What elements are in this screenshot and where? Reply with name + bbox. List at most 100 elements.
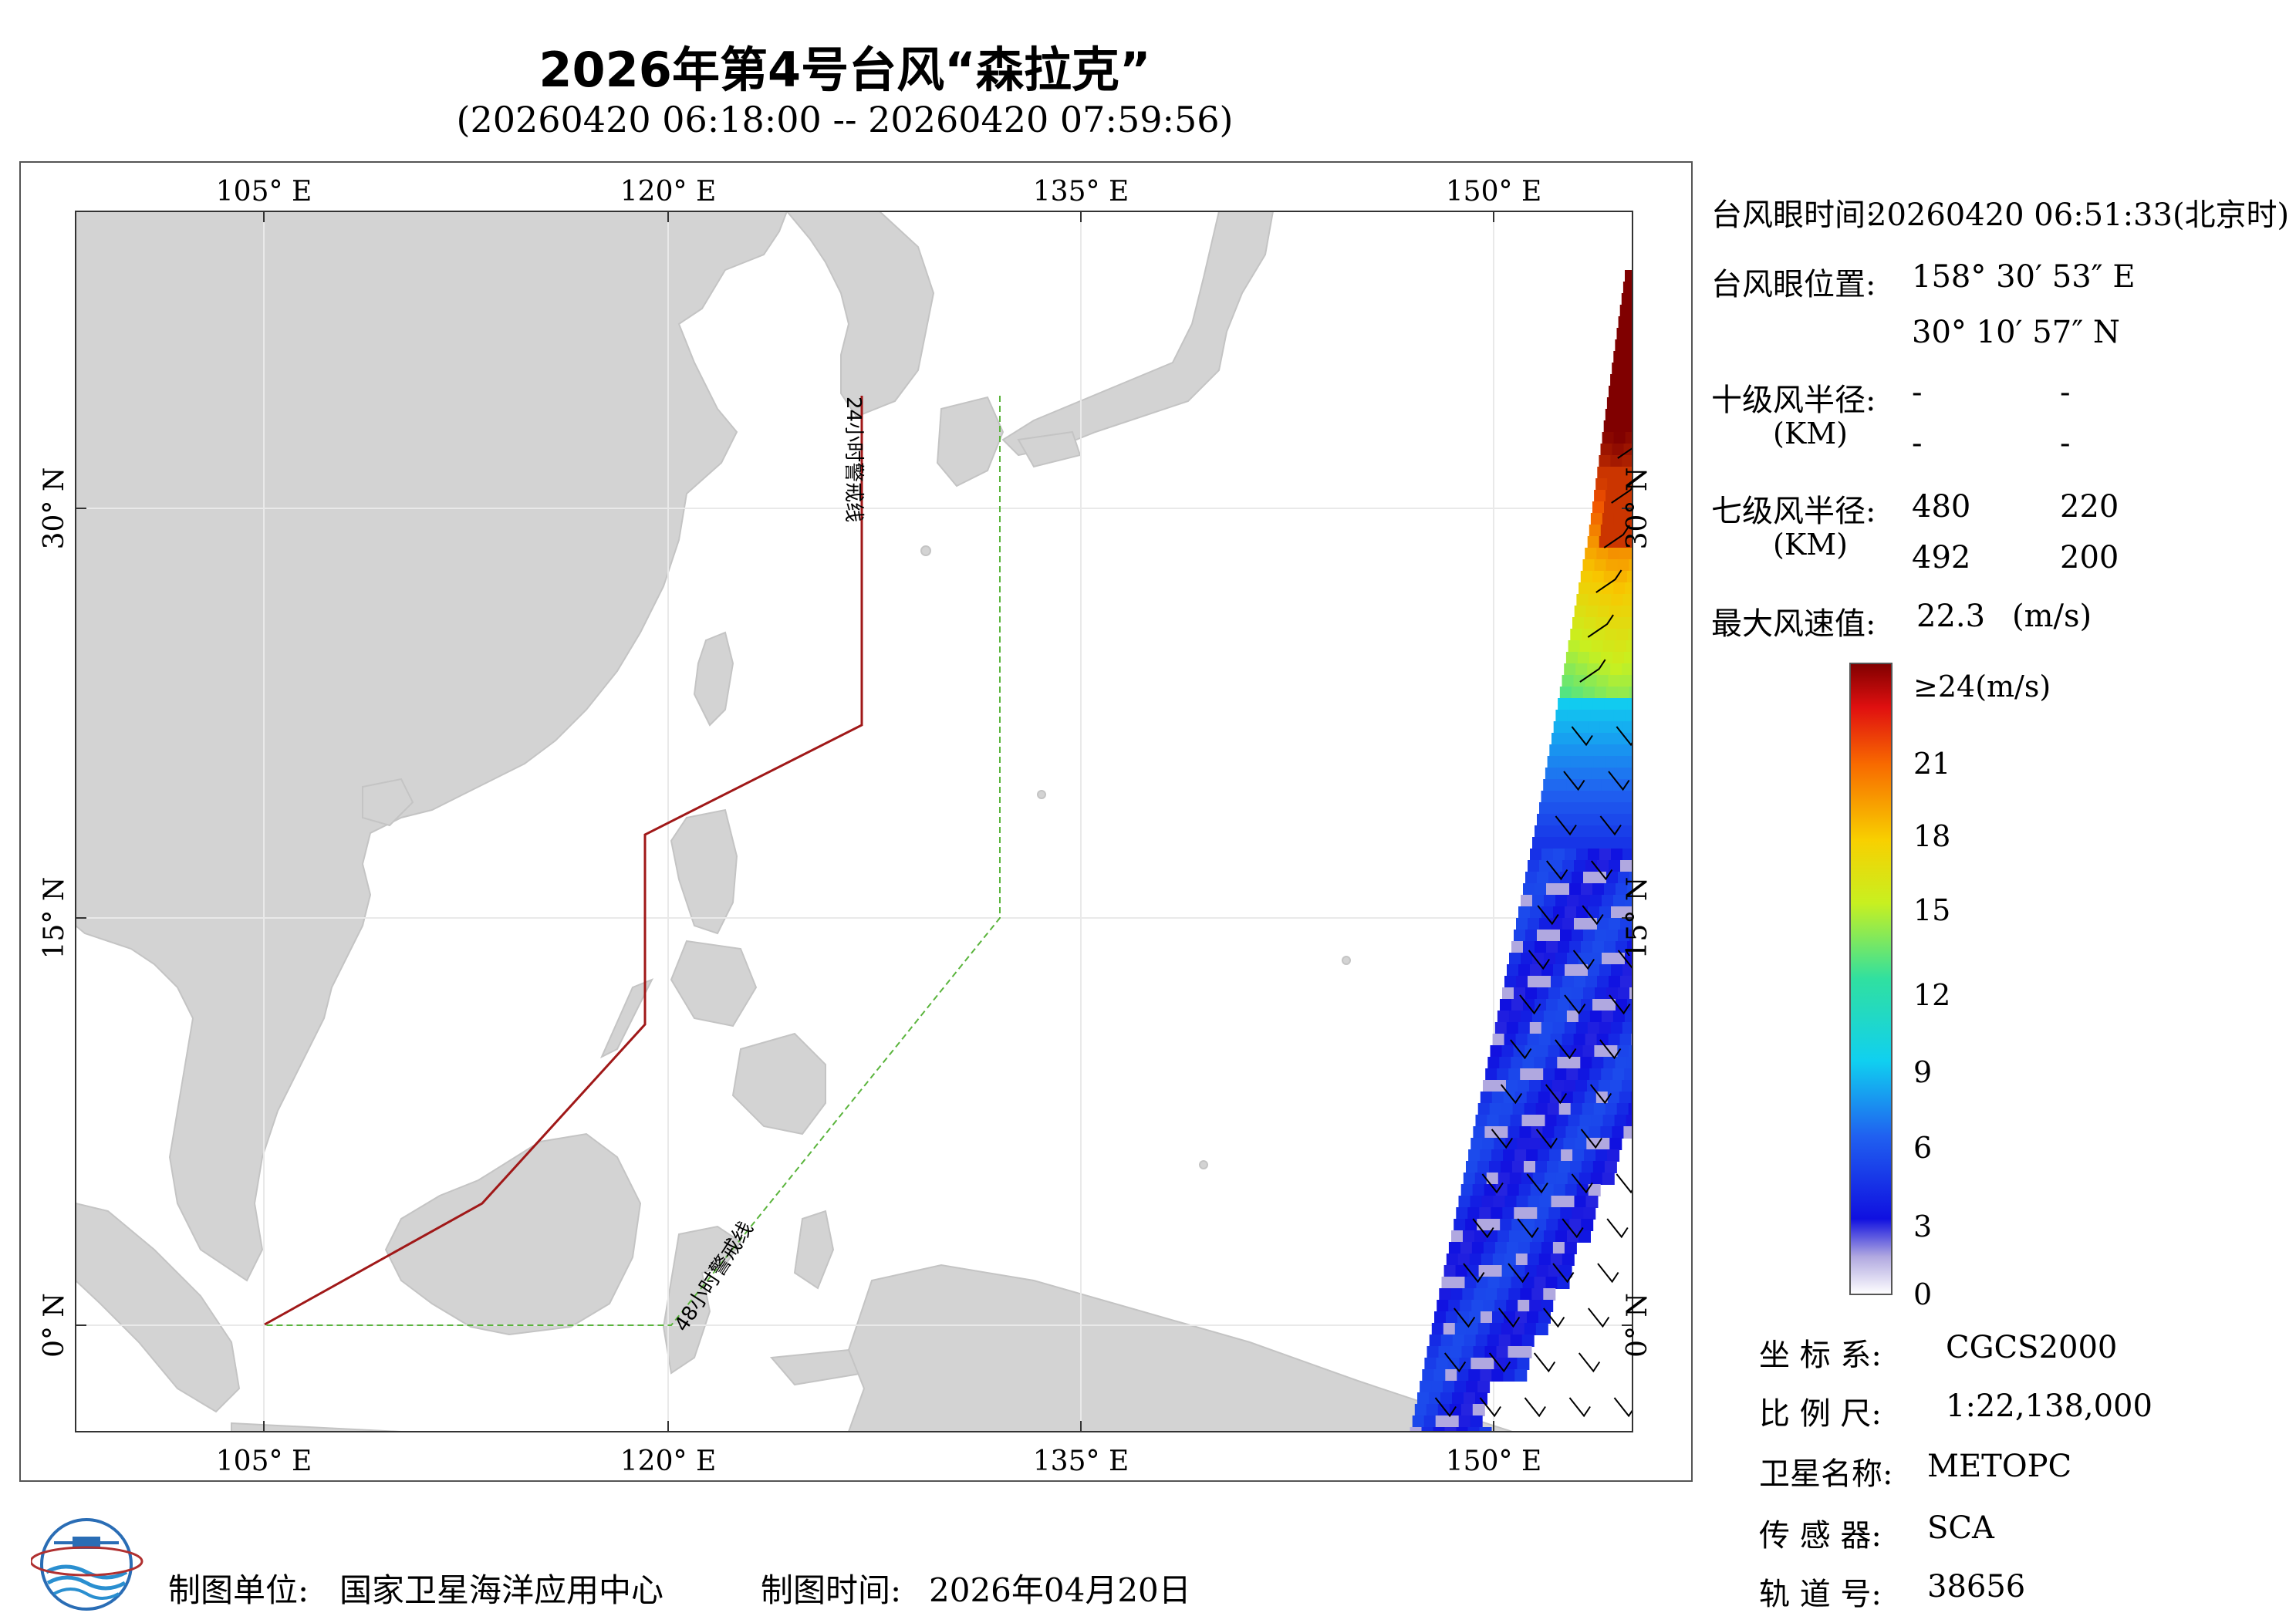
wind-cell: [1504, 976, 1517, 988]
wind-cell: [1492, 1034, 1505, 1046]
wind-cell: [1541, 906, 1554, 919]
wind-cell: [1609, 918, 1621, 930]
wind-cell: [1606, 814, 1619, 826]
wind-barb: [1555, 1039, 1577, 1060]
wind-cell: [1490, 1265, 1503, 1277]
wind-cell: [1523, 941, 1535, 953]
wind-cell: [1629, 397, 1633, 410]
wind-cell: [1555, 837, 1568, 849]
wind-barb: [1481, 1173, 1504, 1194]
wind-cell: [1599, 1080, 1611, 1092]
tick-marks: [76, 211, 1633, 1432]
wind-cell: [1532, 1230, 1545, 1243]
wind-cell: [1515, 1311, 1528, 1324]
wind-cell: [1491, 1207, 1504, 1220]
wind-cell: [1508, 1288, 1521, 1301]
wind-cell: [1583, 872, 1595, 884]
wind-cell: [1612, 444, 1625, 456]
wind-cell: [1423, 1415, 1437, 1428]
wind-cell: [1572, 1092, 1585, 1104]
wind-cell: [1486, 1173, 1499, 1185]
wind-cell: [1437, 1300, 1450, 1312]
wind-cell: [1487, 1335, 1500, 1347]
wind-cell: [1505, 1358, 1518, 1370]
lat-label-left: 0° N: [39, 1293, 70, 1358]
wind-cell: [1514, 987, 1526, 1000]
wind-cell: [1541, 964, 1554, 977]
wind-cell: [1585, 675, 1598, 687]
wind-cell: [1575, 791, 1589, 803]
wind-cell: [1622, 374, 1633, 386]
wind-cell: [1558, 1161, 1571, 1173]
wind-cell: [1485, 1068, 1498, 1081]
taiwan: [693, 631, 734, 727]
wind-cell: [1548, 1207, 1562, 1220]
wind-cell: [1565, 849, 1577, 861]
wind-barb: [1434, 1397, 1457, 1418]
wind-cell: [1623, 1126, 1633, 1139]
wind-cell: [1490, 1045, 1503, 1058]
wind-cell: [1562, 918, 1575, 930]
wind-cell: [1599, 791, 1612, 803]
wind-cell: [1614, 768, 1627, 780]
wind-cell: [1515, 1034, 1528, 1046]
wind-cell: [1494, 1080, 1507, 1092]
wind-cell: [1503, 1149, 1516, 1162]
wind-cell: [1509, 1230, 1521, 1243]
wind-cell: [1562, 1196, 1575, 1208]
wind-cell: [1609, 802, 1621, 815]
wind-cell: [1449, 1404, 1462, 1416]
wind-cell: [1595, 1149, 1609, 1162]
wind-cell: [1613, 895, 1626, 907]
wind-cell: [1510, 1335, 1523, 1347]
wind-cell: [1492, 1254, 1505, 1266]
wind-barb: [1571, 1173, 1593, 1194]
wind-cell: [1482, 1138, 1495, 1150]
wind-cell: [1619, 478, 1632, 491]
wind-cell: [1488, 1219, 1501, 1231]
wind-cell: [1610, 791, 1623, 803]
wind-cell: [1581, 698, 1594, 710]
wind-cell: [1541, 1184, 1555, 1196]
wind-cell: [1632, 976, 1633, 988]
wind-cell: [1585, 1196, 1599, 1208]
wind-cell: [1599, 455, 1612, 467]
wind-cell: [1578, 1230, 1591, 1243]
wind-cell: [1622, 906, 1633, 919]
wind-cell: [1578, 895, 1591, 907]
wind-cell: [1549, 1149, 1562, 1162]
wind-cell: [1514, 1207, 1527, 1220]
wind-swath: [1410, 270, 1633, 1432]
wind-cell: [1592, 1161, 1606, 1173]
wind-cell: [1628, 629, 1633, 641]
wind-cell: [1595, 930, 1607, 942]
wind-cell: [1625, 895, 1633, 907]
wind-cell: [1535, 941, 1547, 953]
wind-cell: [1617, 1045, 1630, 1058]
max-wind-label: 最大风速值:: [1711, 606, 1876, 642]
wind-cell: [1611, 594, 1624, 606]
wind-cell: [1538, 1311, 1551, 1324]
wind-cell: [1538, 1149, 1551, 1162]
land-layer: [76, 211, 1513, 1432]
wind-cell: [1571, 687, 1584, 699]
wind-cell: [1552, 1022, 1565, 1034]
wind-cell: [1606, 490, 1619, 502]
wind-cell: [1595, 744, 1609, 757]
wind-cell: [1532, 953, 1545, 965]
wind-cell: [1470, 1138, 1484, 1150]
wind-cell: [1627, 883, 1633, 896]
wind-barb: [1454, 1308, 1476, 1328]
wind-cell: [1565, 1126, 1578, 1139]
wind-cell: [1626, 420, 1633, 433]
island: [920, 545, 931, 556]
wind-cell: [1477, 1323, 1491, 1335]
wind-cell: [1541, 1022, 1554, 1034]
wind-cell: [1569, 941, 1582, 953]
wind-cell: [1622, 721, 1633, 734]
wind-cell: [1454, 1323, 1467, 1335]
wind-cell: [1569, 698, 1582, 710]
luzon: [670, 808, 738, 935]
wind-barb: [1443, 1352, 1467, 1373]
wind-cell: [1605, 629, 1618, 641]
